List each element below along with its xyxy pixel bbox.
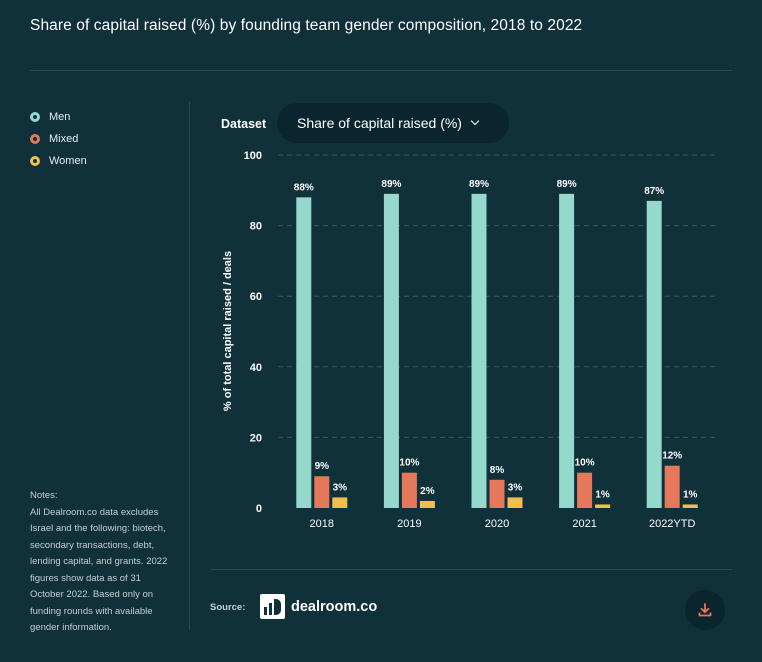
legend-swatch-men: [30, 112, 40, 122]
data-label: 87%: [644, 186, 664, 197]
y-tick-label: 100: [244, 150, 262, 162]
dataset-selected-value: Share of capital raised (%): [297, 115, 462, 131]
bar-mixed: [577, 472, 593, 508]
legend-item-mixed[interactable]: Mixed: [30, 128, 87, 150]
bar-men: [559, 193, 575, 508]
data-label: 9%: [315, 461, 330, 472]
legend-swatch-women: [30, 156, 40, 166]
notes-line: figures show data as of 31: [30, 572, 141, 584]
data-label: 12%: [662, 451, 682, 462]
bar-women: [332, 497, 348, 508]
sidebar-divider: [189, 102, 190, 630]
bar-mixed: [314, 476, 330, 508]
bar-mixed: [489, 479, 505, 508]
data-label: 89%: [469, 179, 489, 190]
x-tick-label: 2020: [485, 518, 509, 530]
source-label: Source:: [210, 602, 246, 613]
notes-line: October 2022. Based only on: [30, 589, 154, 600]
title-divider: [30, 70, 732, 71]
y-tick-label: 80: [250, 221, 262, 233]
x-tick-label: 2019: [397, 518, 421, 530]
x-tick-label: 2021: [572, 518, 596, 530]
bar-men: [646, 200, 662, 508]
data-label: 1%: [595, 489, 610, 500]
notes-line: Notes:: [30, 490, 58, 501]
notes-line: All Dealroom.co data excludes: [30, 506, 159, 518]
notes-line: lending capital, and grants. 2022: [30, 556, 168, 567]
footer-divider: [210, 569, 732, 570]
download-button[interactable]: [685, 590, 725, 630]
data-label: 3%: [333, 482, 348, 493]
dealroom-logo-text: dealroom.co: [291, 598, 378, 615]
y-tick-label: 20: [250, 432, 262, 444]
bar-mixed: [401, 472, 417, 508]
legend-item-men[interactable]: Men: [30, 106, 87, 128]
data-label: 89%: [381, 179, 401, 190]
bar-women: [682, 504, 698, 508]
notes-line: gender information.: [30, 622, 112, 633]
legend-item-women[interactable]: Women: [30, 150, 87, 172]
bar-women: [595, 504, 611, 508]
y-tick-label: 60: [250, 291, 262, 303]
data-label: 8%: [490, 465, 505, 476]
x-tick-label: 2018: [310, 518, 334, 530]
notes-line: funding rounds with available: [30, 605, 153, 617]
legend-swatch-mixed: [30, 134, 40, 144]
download-icon: [698, 603, 712, 617]
notes: Notes: All Dealroom.co data excludes Isr…: [30, 488, 182, 637]
bar-men: [296, 197, 312, 509]
data-label: 89%: [557, 179, 577, 190]
data-label: 3%: [508, 482, 523, 493]
bar-women: [419, 500, 435, 508]
data-label: 10%: [575, 458, 595, 469]
data-label: 10%: [399, 458, 419, 469]
y-axis-label: % of total capital raised / deals: [222, 251, 234, 411]
bar-women: [507, 497, 523, 508]
x-tick-label: 2022YTD: [649, 518, 696, 530]
dealroom-logo[interactable]: dealroom.co: [260, 594, 377, 619]
y-tick-label: 0: [256, 503, 262, 515]
bar-men: [383, 193, 399, 508]
legend-label-women: Women: [49, 155, 87, 167]
bar-mixed: [664, 465, 680, 508]
legend-label-men: Men: [49, 111, 71, 123]
dataset-select[interactable]: Share of capital raised (%): [277, 103, 509, 143]
dealroom-logo-mark: [260, 594, 285, 619]
data-label: 2%: [420, 486, 435, 497]
notes-line: Israel and the following: biotech,: [30, 523, 166, 534]
notes-line: secondary transactions, debt,: [30, 539, 155, 551]
bar-men: [471, 193, 487, 508]
chart-title: Share of capital raised (%) by founding …: [30, 17, 583, 34]
data-label: 88%: [294, 182, 314, 193]
data-label: 1%: [683, 489, 698, 500]
dataset-label: Dataset: [221, 117, 267, 131]
legend-label-mixed: Mixed: [49, 133, 79, 145]
legend: Men Mixed Women: [30, 106, 87, 172]
y-tick-label: 40: [250, 362, 262, 374]
